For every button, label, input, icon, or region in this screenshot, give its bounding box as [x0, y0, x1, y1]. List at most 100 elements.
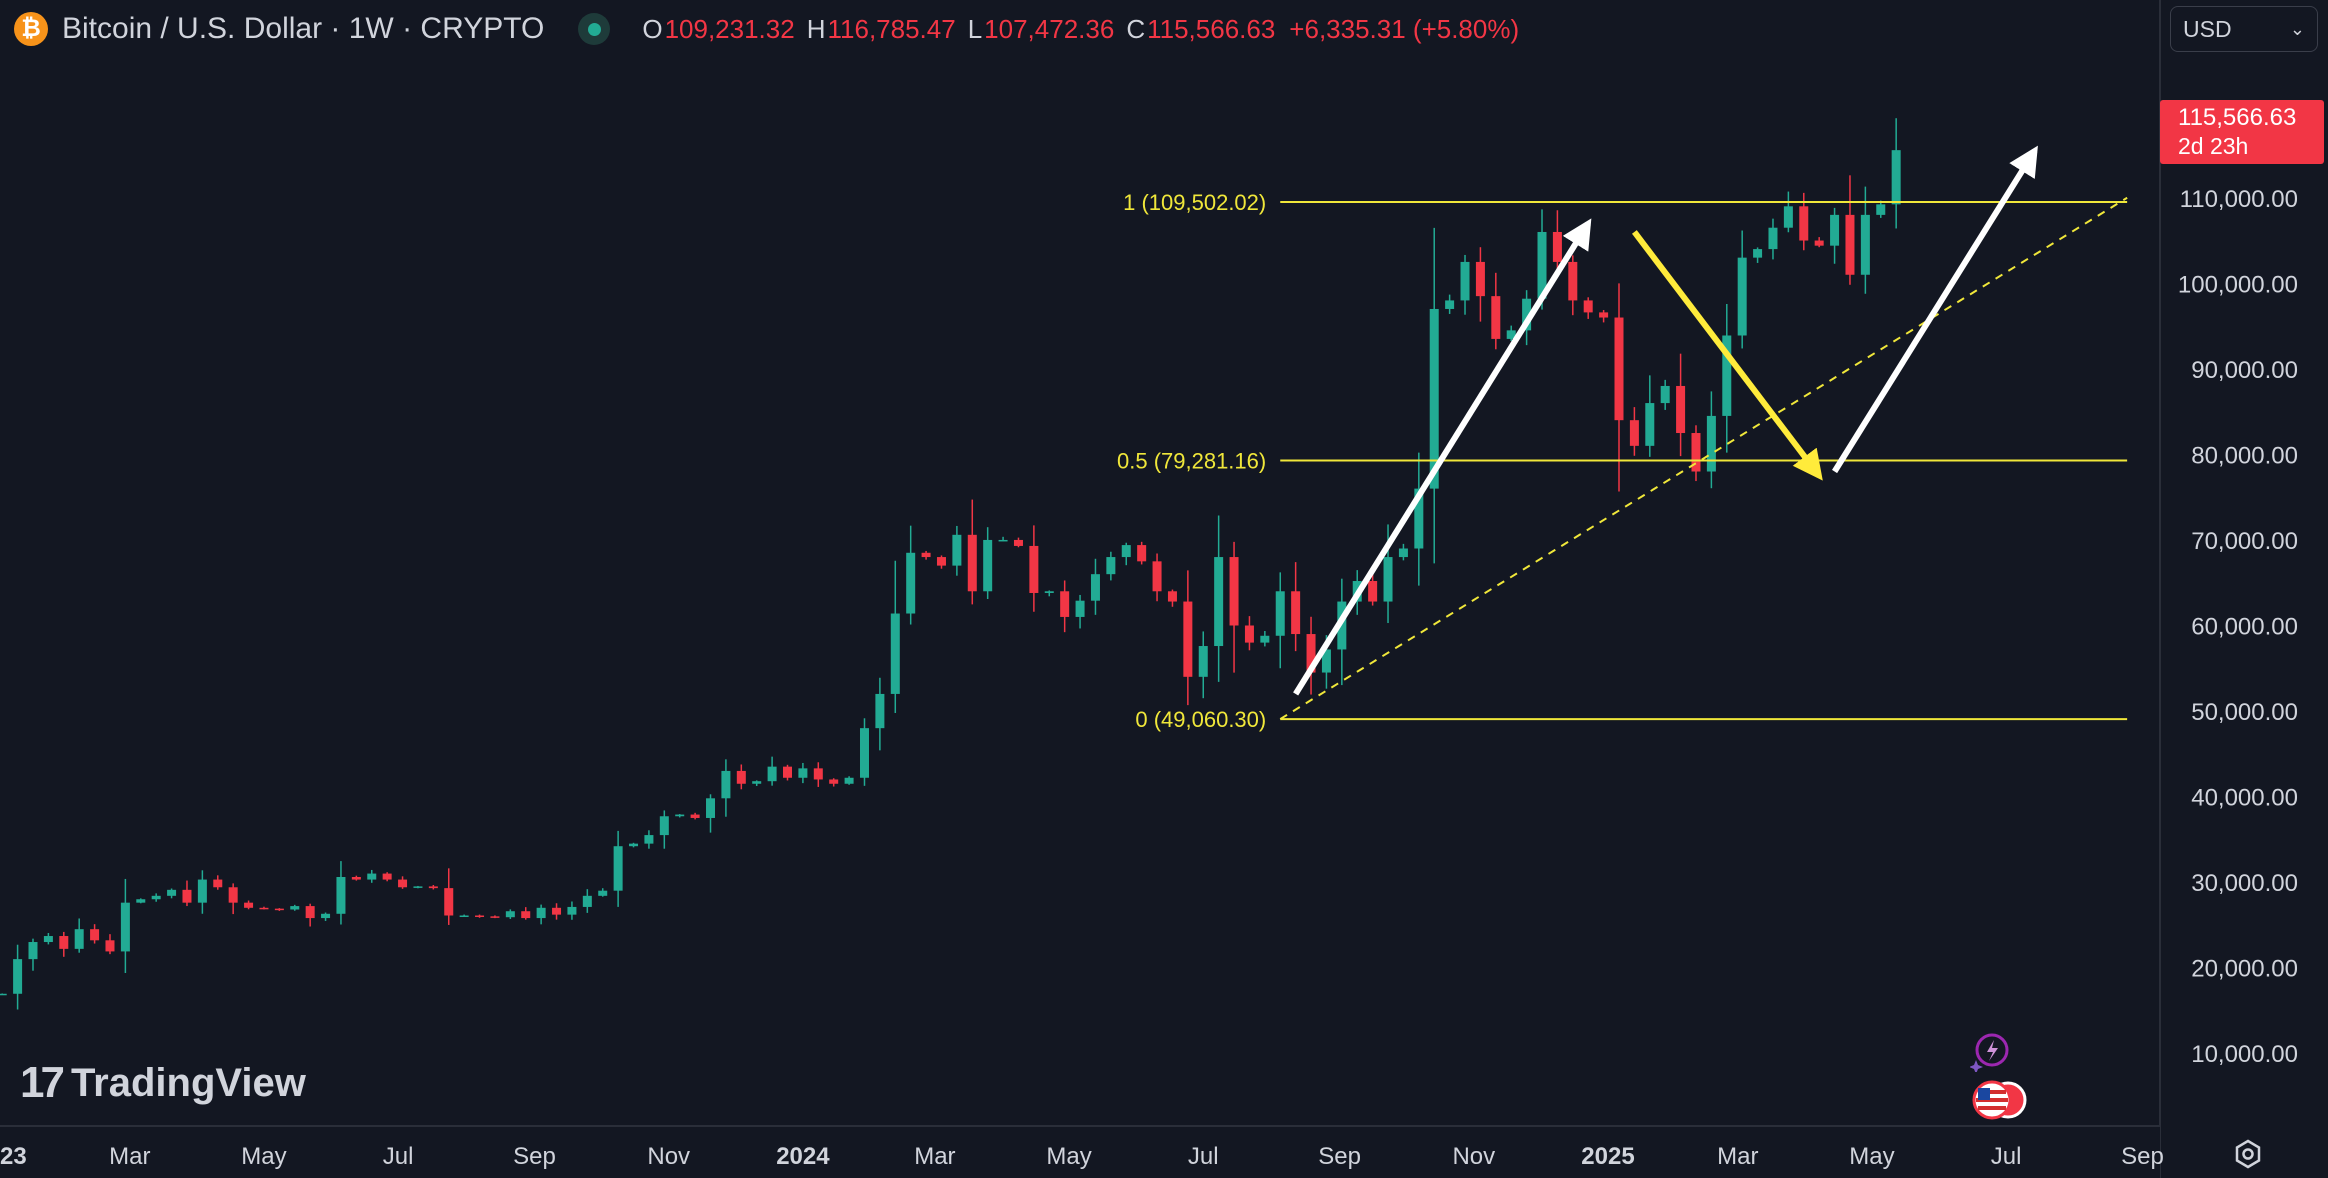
- time-tick-label: May: [1046, 1143, 1091, 1170]
- candle-body: [521, 911, 531, 919]
- candle-body: [1398, 548, 1408, 558]
- us-flag-icon[interactable]: [1968, 1078, 2028, 1122]
- candle-body: [1768, 227, 1778, 250]
- tradingview-logo-text: TradingView: [70, 1060, 306, 1105]
- candle-body: [1753, 249, 1763, 258]
- settings-icon[interactable]: [2232, 1138, 2264, 1170]
- ohlc-values: O109,231.32 H116,785.47 L107,472.36 C115…: [642, 14, 1519, 45]
- price-tick-label: 70,000.00: [2191, 528, 2298, 555]
- candle-body: [28, 942, 38, 960]
- candle-body: [136, 899, 146, 903]
- price-tick-label: 80,000.00: [2191, 442, 2298, 469]
- candle-body: [736, 770, 746, 784]
- price-tick-label: 50,000.00: [2191, 699, 2298, 726]
- candle-body: [1214, 557, 1224, 647]
- candle-body: [1198, 646, 1208, 677]
- candle-body: [613, 846, 623, 891]
- candle-body: [151, 895, 161, 900]
- time-tick-label: Jul: [1991, 1143, 2022, 1170]
- candle-body: [1414, 488, 1424, 549]
- candle-body: [659, 816, 669, 836]
- candle-body: [305, 906, 315, 919]
- candle-body: [1645, 403, 1655, 446]
- candle-body: [1337, 601, 1347, 650]
- candle-body: [1321, 649, 1331, 673]
- candle-body: [1599, 312, 1609, 318]
- candle-body: [120, 902, 130, 952]
- symbol-header: ₿ Bitcoin / U.S. Dollar · 1W · CRYPTO O1…: [14, 8, 1519, 50]
- candle-body: [1183, 601, 1193, 677]
- candle-body: [90, 929, 100, 941]
- candles-layer: [0, 118, 1901, 1010]
- candle-body: [1537, 231, 1547, 299]
- candle-body: [1475, 261, 1485, 297]
- time-tick-label: May: [1849, 1143, 1894, 1170]
- candle-body: [859, 728, 869, 778]
- candle-body: [1429, 308, 1439, 489]
- candle-body: [1060, 591, 1070, 617]
- candle-body: [459, 915, 469, 917]
- candle-body: [1044, 591, 1054, 593]
- time-axis[interactable]: 2023 Mar May Jul Sep Nov 2024 Mar May Jul Sep Nov 20…: [0, 1143, 2164, 1170]
- candle-body: [259, 907, 269, 910]
- candle-body: [690, 814, 700, 818]
- time-tick-label: Mar: [914, 1143, 955, 1170]
- candle-body: [0, 993, 7, 996]
- support-trendline[interactable]: [1279, 196, 2128, 720]
- candle-body: [1845, 214, 1855, 275]
- candle-body: [1876, 204, 1886, 215]
- white-arrow[interactable]: [1293, 218, 1592, 696]
- candle-body: [1583, 300, 1593, 313]
- bitcoin-icon[interactable]: ₿: [14, 12, 48, 46]
- price-tick-label: 110,000.00: [2180, 186, 2298, 213]
- market-status-icon[interactable]: [578, 13, 611, 45]
- candle-body: [706, 798, 716, 818]
- candle-body: [1491, 296, 1501, 339]
- symbol-title[interactable]: Bitcoin / U.S. Dollar · 1W · CRYPTO: [62, 12, 545, 45]
- candle-body: [1106, 557, 1116, 575]
- candle-body: [1676, 385, 1686, 434]
- price-tick-label: 90,000.00: [2191, 357, 2298, 384]
- flash-icon[interactable]: [1970, 1032, 2010, 1072]
- change-value: +6,335.31 (+5.80%): [1289, 13, 1520, 44]
- candle-body: [644, 835, 654, 844]
- candle-body: [552, 907, 562, 915]
- chevron-down-icon: ⌄: [2289, 18, 2305, 39]
- time-axis-bg: [0, 1126, 2160, 1178]
- candle-body: [1137, 545, 1147, 562]
- candle-body: [59, 936, 69, 949]
- currency-select[interactable]: USD ⌄: [2170, 6, 2318, 52]
- open-label: O: [642, 13, 663, 44]
- candle-body: [1291, 591, 1301, 635]
- price-tick-label: 20,000.00: [2191, 956, 2298, 983]
- candle-body: [351, 877, 361, 880]
- time-tick-label: 2024: [776, 1143, 830, 1170]
- currency-value: USD: [2183, 15, 2232, 42]
- yellow-arrow[interactable]: [1632, 230, 1823, 481]
- tradingview-mark-icon: 17: [20, 1058, 65, 1107]
- time-tick-label: Mar: [109, 1143, 150, 1170]
- time-tick-label: Nov: [647, 1143, 690, 1170]
- candle-body: [213, 879, 223, 888]
- candle-body: [274, 908, 284, 911]
- candle-body: [367, 873, 377, 880]
- tradingview-logo[interactable]: 17 TradingView: [20, 1058, 306, 1108]
- candle-body: [167, 889, 177, 896]
- arrows-layer[interactable]: [1293, 145, 2038, 696]
- candle-body: [921, 552, 931, 558]
- white-arrow[interactable]: [1832, 145, 2038, 474]
- low-value: 107,472.36: [984, 13, 1115, 44]
- candle-body: [244, 902, 254, 908]
- trendline-layer[interactable]: [1279, 196, 2128, 720]
- candle-body: [1306, 634, 1316, 673]
- low-label: L: [967, 13, 983, 44]
- fibonacci-retracement[interactable]: 1 (109,502.02) 0.5 (79,281.16) 0 (49,060.3…: [1117, 190, 2128, 732]
- candle-body: [1706, 415, 1716, 472]
- candle-body: [428, 886, 438, 889]
- candle-body: [1891, 150, 1901, 205]
- fib-level-label: 0 (49,060.30): [1135, 707, 1266, 732]
- candle-body: [936, 557, 946, 566]
- price-tick-label: 30,000.00: [2191, 870, 2298, 897]
- candle-body: [413, 886, 423, 888]
